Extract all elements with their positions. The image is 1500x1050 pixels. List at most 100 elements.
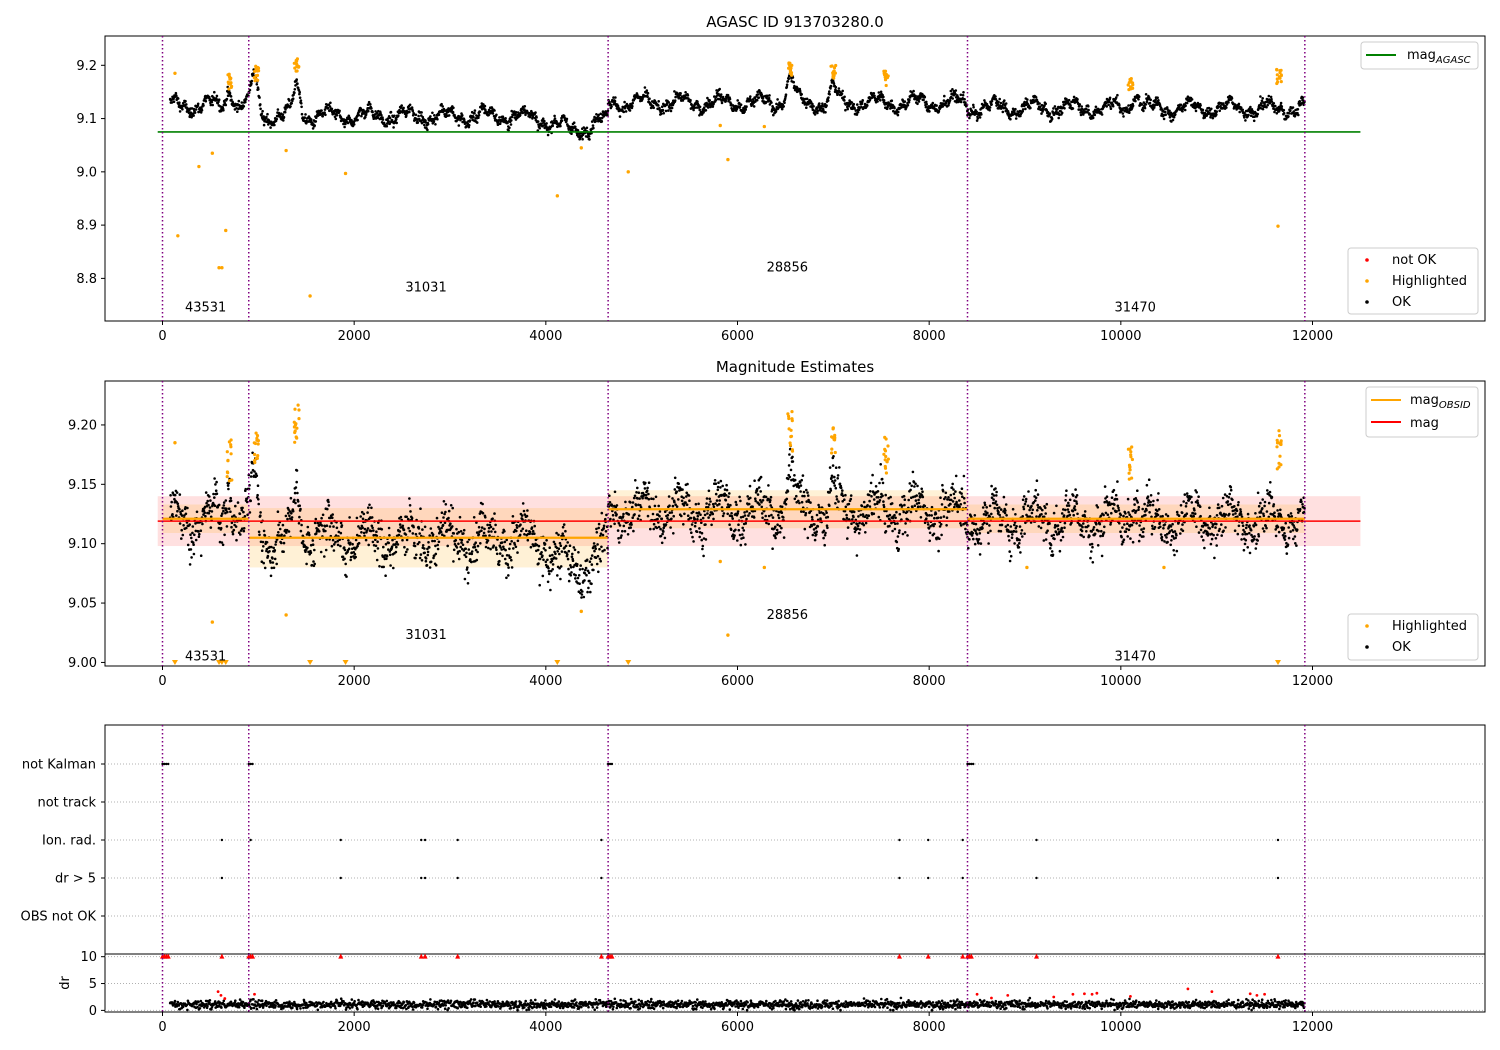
ok-point bbox=[835, 498, 839, 501]
ok-point bbox=[551, 124, 554, 128]
ok-point bbox=[343, 548, 347, 552]
ok-point bbox=[294, 501, 297, 505]
ok-point bbox=[1128, 111, 1131, 114]
ok-point bbox=[357, 114, 361, 117]
ok-point bbox=[802, 510, 805, 513]
ok-point bbox=[595, 527, 598, 531]
ok-point bbox=[776, 531, 780, 534]
ok-point bbox=[829, 87, 832, 90]
ok-point bbox=[626, 533, 630, 536]
ok-point bbox=[577, 551, 580, 554]
ok-point bbox=[768, 94, 771, 97]
ok-point bbox=[780, 505, 784, 509]
ok-point bbox=[786, 80, 790, 83]
ok-point bbox=[297, 522, 301, 525]
ok-point bbox=[199, 554, 203, 557]
ok-point bbox=[1107, 103, 1110, 106]
ok-point bbox=[857, 531, 861, 535]
ok-point bbox=[675, 505, 679, 508]
ok-point bbox=[608, 501, 612, 504]
ok-point bbox=[685, 503, 689, 507]
ok-point bbox=[324, 529, 327, 533]
ok-point bbox=[314, 120, 318, 123]
ok-point bbox=[217, 98, 221, 101]
ok-point bbox=[774, 525, 777, 529]
ok-point bbox=[202, 513, 205, 516]
ok-point bbox=[951, 97, 954, 100]
ok-point bbox=[1080, 105, 1083, 108]
ok-point bbox=[818, 102, 821, 105]
ok-point bbox=[181, 533, 185, 537]
ok-point bbox=[259, 540, 263, 544]
ok-point bbox=[402, 106, 405, 110]
ok-point bbox=[366, 527, 370, 530]
ok-point bbox=[404, 533, 408, 536]
ok-point bbox=[996, 103, 1000, 106]
ok-point bbox=[720, 101, 724, 105]
ok-point bbox=[736, 510, 740, 513]
ok-point bbox=[557, 547, 561, 550]
ok-point bbox=[776, 523, 779, 526]
ok-point bbox=[608, 494, 611, 498]
ok-point bbox=[220, 514, 223, 517]
ok-point bbox=[631, 104, 634, 108]
ok-point bbox=[844, 505, 848, 509]
ok-point bbox=[554, 557, 558, 560]
ok-point bbox=[948, 99, 952, 102]
ok-point bbox=[652, 497, 655, 501]
ok-point bbox=[389, 110, 393, 114]
ok-point bbox=[906, 103, 910, 107]
magnitude-estimates-panel: Magnitude Estimates 43531310312885631470… bbox=[68, 358, 1486, 689]
ok-point bbox=[739, 499, 742, 503]
x-tick-label: 8000 bbox=[913, 329, 946, 344]
ok-point bbox=[850, 101, 854, 104]
ok-point bbox=[928, 110, 931, 113]
ok-point bbox=[947, 103, 950, 107]
ok-point bbox=[627, 513, 631, 516]
ok-point bbox=[541, 554, 544, 557]
ok-point bbox=[334, 117, 338, 121]
ok-point bbox=[450, 108, 454, 111]
ok-point bbox=[704, 538, 708, 541]
ok-point bbox=[726, 503, 730, 506]
ok-point bbox=[689, 516, 693, 520]
ok-point bbox=[423, 547, 426, 550]
ok-point bbox=[610, 105, 613, 108]
ok-point bbox=[506, 121, 509, 125]
ok-point bbox=[654, 495, 658, 499]
ok-point bbox=[462, 528, 466, 532]
ok-point bbox=[520, 529, 523, 533]
ok-point bbox=[631, 101, 634, 105]
ok-point bbox=[434, 544, 437, 548]
ok-point bbox=[749, 98, 752, 102]
ok-point bbox=[574, 125, 577, 129]
ok-point bbox=[959, 93, 963, 97]
ok-point bbox=[374, 113, 377, 116]
ok-point bbox=[669, 109, 673, 113]
ok-point bbox=[664, 523, 668, 526]
ok-point bbox=[473, 111, 476, 115]
highlighted-point bbox=[228, 77, 232, 81]
ok-point bbox=[746, 495, 749, 498]
ok-point bbox=[852, 510, 856, 514]
ok-point bbox=[761, 516, 764, 520]
ok-point bbox=[739, 103, 743, 106]
ok-point bbox=[564, 544, 568, 548]
ok-point bbox=[785, 83, 789, 86]
ok-point bbox=[622, 524, 626, 528]
ok-point bbox=[645, 89, 649, 92]
ok-point bbox=[402, 528, 406, 532]
ok-point bbox=[858, 521, 861, 525]
ok-point bbox=[877, 91, 881, 94]
ok-point bbox=[299, 529, 303, 533]
y-tick-label: 9.1 bbox=[76, 112, 97, 127]
ok-point bbox=[585, 573, 588, 577]
ok-point bbox=[838, 466, 841, 469]
ok-point bbox=[637, 491, 641, 495]
ok-point bbox=[841, 489, 844, 492]
ok-point bbox=[1108, 96, 1112, 100]
ok-point bbox=[600, 545, 603, 549]
ok-point bbox=[569, 566, 573, 569]
ok-point bbox=[538, 126, 541, 130]
ok-point bbox=[306, 525, 310, 529]
